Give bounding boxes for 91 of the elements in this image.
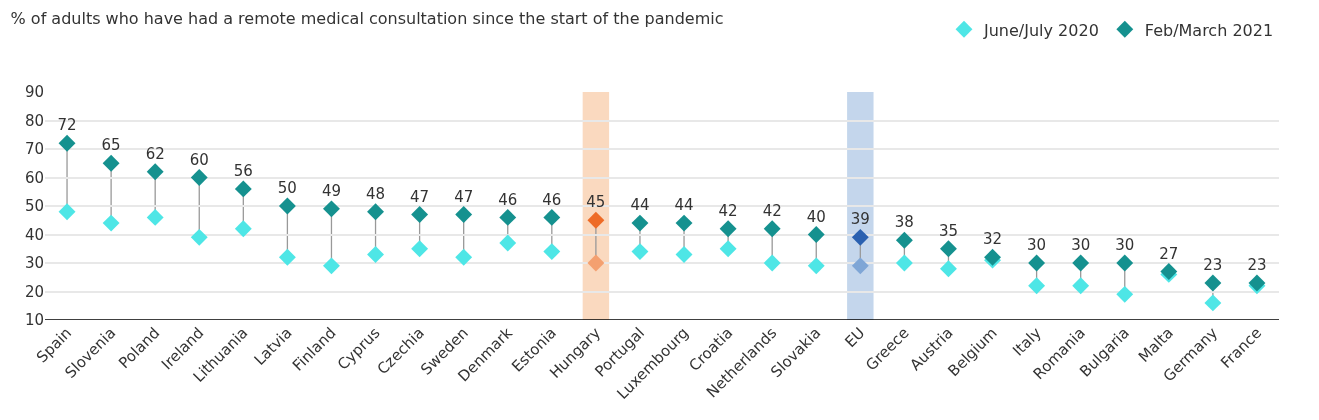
y-tick-label: 90 [24,83,44,102]
data-label: 30 [1071,236,1091,255]
point [851,257,869,275]
data-label: 46 [498,190,518,209]
point [675,246,693,263]
y-tick-label: 80 [24,111,44,130]
data-label: 50 [277,179,297,198]
y-tick-label: 60 [24,168,44,187]
y-tick-label: 40 [24,225,44,244]
data-label: 44 [630,196,650,215]
point [58,134,76,152]
point [499,234,517,252]
point [940,240,957,258]
point [411,240,429,258]
data-label: 46 [542,190,562,209]
point [455,248,473,266]
point [190,169,208,186]
point [102,154,120,172]
point [543,243,561,261]
data-label: 38 [894,213,914,232]
point [190,228,208,246]
point [895,254,913,272]
y-tick-label: 10 [24,311,44,330]
point [895,231,913,249]
data-label: 23 [1247,256,1267,275]
point [278,197,296,215]
data-label: 30 [1115,236,1135,255]
point [1204,294,1222,312]
data-label: 39 [850,210,870,229]
point [940,260,957,278]
point [367,246,384,263]
point [719,240,737,258]
point [1116,285,1134,303]
point [719,220,737,238]
chart-title: % of adults who have had a remote medical consultation since the start of the pandemic [10,8,724,28]
point [631,214,649,232]
point [631,243,649,261]
point [1072,277,1090,295]
data-label: 49 [321,181,342,200]
data-label: 40 [806,207,826,226]
point [763,254,781,272]
point [587,254,605,272]
point [146,208,164,226]
point [234,220,252,238]
point [807,226,825,243]
point [58,203,76,221]
data-label: 23 [1203,256,1223,275]
point [367,203,384,221]
point [675,214,693,232]
data-label: 72 [57,116,77,135]
y-tick-label: 70 [24,140,44,159]
data-label: 42 [762,201,782,220]
point [278,248,296,266]
point [146,163,164,181]
data-label: 44 [674,196,694,215]
point [851,228,869,246]
y-tick-label: 30 [24,254,44,273]
data-label: 47 [410,187,430,206]
point [323,200,340,218]
point [102,214,120,232]
point [1028,254,1046,272]
point [411,206,429,223]
data-label: 60 [189,150,209,169]
legend-label: June/July 2020 [983,20,1099,40]
point [587,211,605,229]
point [234,180,252,198]
point [763,220,781,238]
data-label: 32 [982,230,1003,249]
legend-label: Feb/March 2021 [1144,20,1274,40]
x-tick-label: EU [841,323,869,352]
point [1028,277,1046,295]
point [455,206,473,223]
point [1204,274,1222,292]
data-label: 35 [938,221,959,240]
y-tick-label: 20 [24,282,44,301]
data-label: 27 [1159,244,1179,263]
point [543,208,561,226]
data-label: 30 [1027,236,1047,255]
data-label: 42 [718,201,738,220]
data-label: 62 [145,144,165,163]
data-label: 47 [454,187,474,206]
data-label: 65 [101,136,121,155]
data-label: 48 [365,184,386,203]
y-tick-label: 50 [24,197,44,216]
point [323,257,340,275]
data-label: 45 [586,193,606,212]
point [1116,254,1134,272]
point [499,208,517,226]
point [1072,254,1090,272]
data-label: 56 [233,162,253,181]
point [807,257,825,275]
